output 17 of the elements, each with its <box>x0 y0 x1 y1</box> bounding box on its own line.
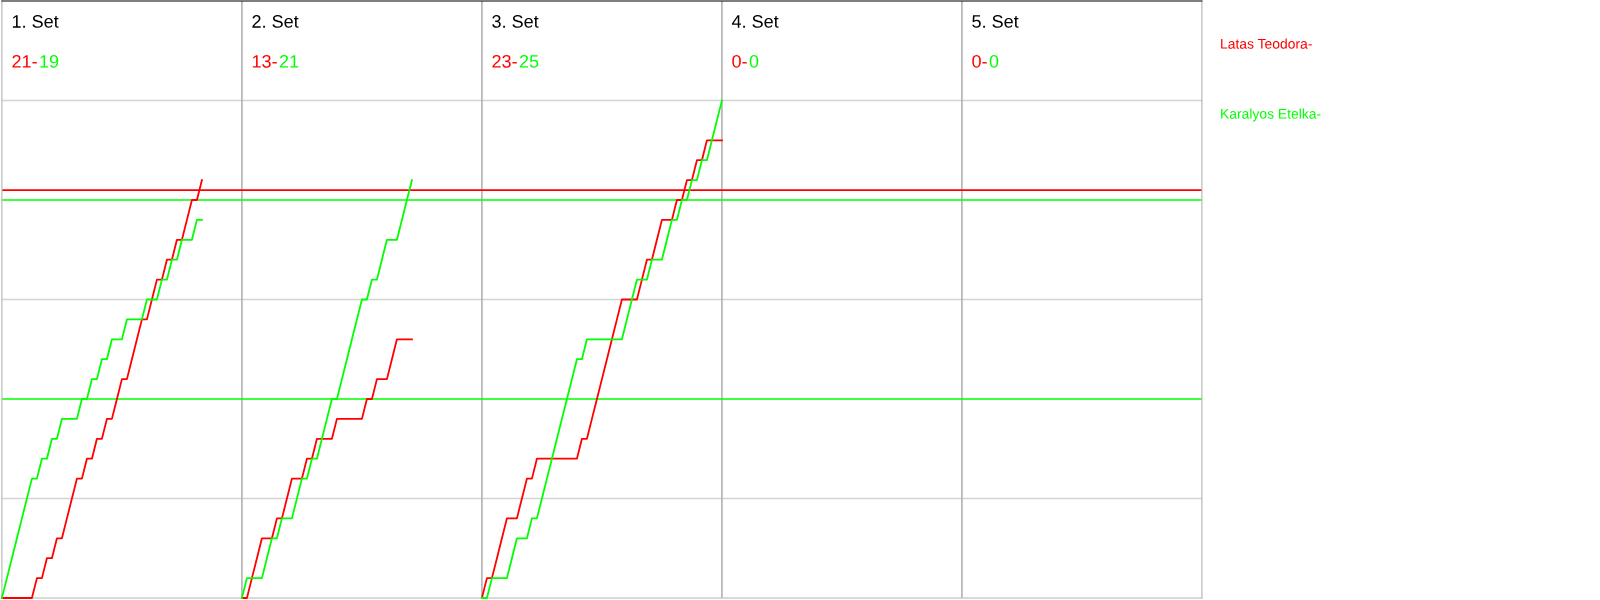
text: 2. Set <box>252 15 299 28</box>
text: 1. Set <box>12 15 59 28</box>
text: 0 <box>749 54 759 68</box>
text: 0- <box>972 54 987 68</box>
text: Karalyos Etelka- <box>1221 108 1321 122</box>
text: 21 <box>279 54 299 68</box>
text: 21- <box>12 54 37 68</box>
text: 13- <box>252 54 277 68</box>
text: 5. Set <box>972 15 1019 28</box>
text: 23- <box>492 54 517 68</box>
text: 4. Set <box>731 15 779 28</box>
text: 19 <box>40 54 59 68</box>
text: 0- <box>732 54 747 68</box>
text: Latas Teodora- <box>1221 38 1312 49</box>
text: 3. Set <box>492 15 539 28</box>
text: 25 <box>519 54 539 68</box>
text: 0 <box>989 54 999 68</box>
